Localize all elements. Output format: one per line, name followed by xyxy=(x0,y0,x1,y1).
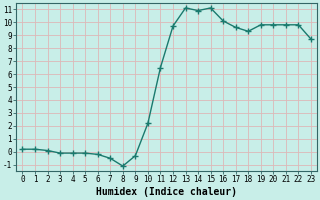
X-axis label: Humidex (Indice chaleur): Humidex (Indice chaleur) xyxy=(96,187,237,197)
